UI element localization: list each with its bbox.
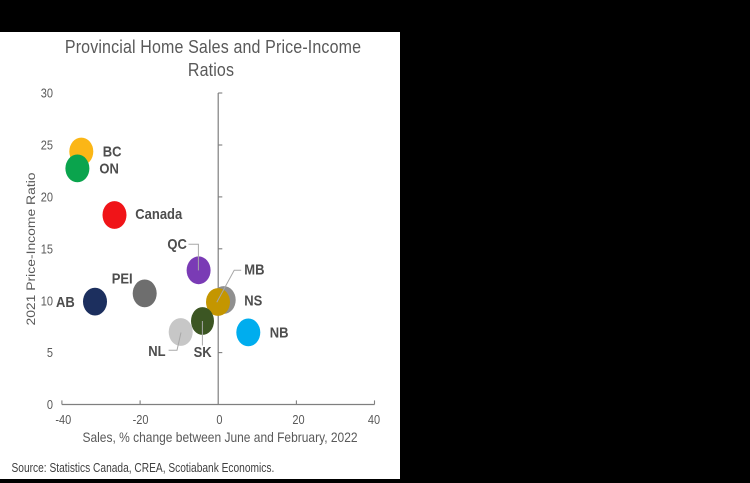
svg-text:2021 Price-Income Ratio: 2021 Price-Income Ratio: [24, 172, 38, 325]
svg-text:NS: NS: [244, 291, 262, 308]
svg-text:15: 15: [41, 242, 54, 257]
svg-text:-40: -40: [55, 412, 71, 427]
svg-text:AB: AB: [56, 293, 75, 310]
svg-text:5: 5: [47, 345, 53, 360]
svg-text:Provincial Home Sales and Pric: Provincial Home Sales and Price-Income: [65, 36, 361, 57]
svg-text:Sales, % change between June a: Sales, % change between June and Februar…: [82, 429, 357, 445]
svg-text:NB: NB: [270, 323, 289, 340]
svg-text:NL: NL: [148, 342, 166, 359]
svg-text:SK: SK: [194, 343, 213, 360]
svg-text:25: 25: [41, 138, 54, 153]
svg-text:10: 10: [41, 294, 54, 309]
svg-text:QC: QC: [167, 235, 186, 252]
svg-text:Ratios: Ratios: [188, 59, 234, 80]
svg-text:30: 30: [41, 86, 54, 101]
svg-text:Source: Statistics Canada, CRE: Source: Statistics Canada, CREA, Scotiab…: [12, 461, 275, 475]
svg-text:MB: MB: [244, 260, 264, 277]
svg-text:-20: -20: [133, 412, 149, 427]
svg-text:ON: ON: [99, 159, 118, 176]
svg-text:40: 40: [368, 412, 381, 427]
svg-text:Canada: Canada: [135, 205, 182, 222]
svg-text:PEI: PEI: [112, 270, 133, 287]
svg-text:BC: BC: [103, 143, 122, 160]
svg-text:20: 20: [292, 412, 305, 427]
svg-text:0: 0: [216, 412, 222, 427]
svg-text:0: 0: [47, 397, 53, 412]
svg-text:20: 20: [41, 190, 54, 205]
